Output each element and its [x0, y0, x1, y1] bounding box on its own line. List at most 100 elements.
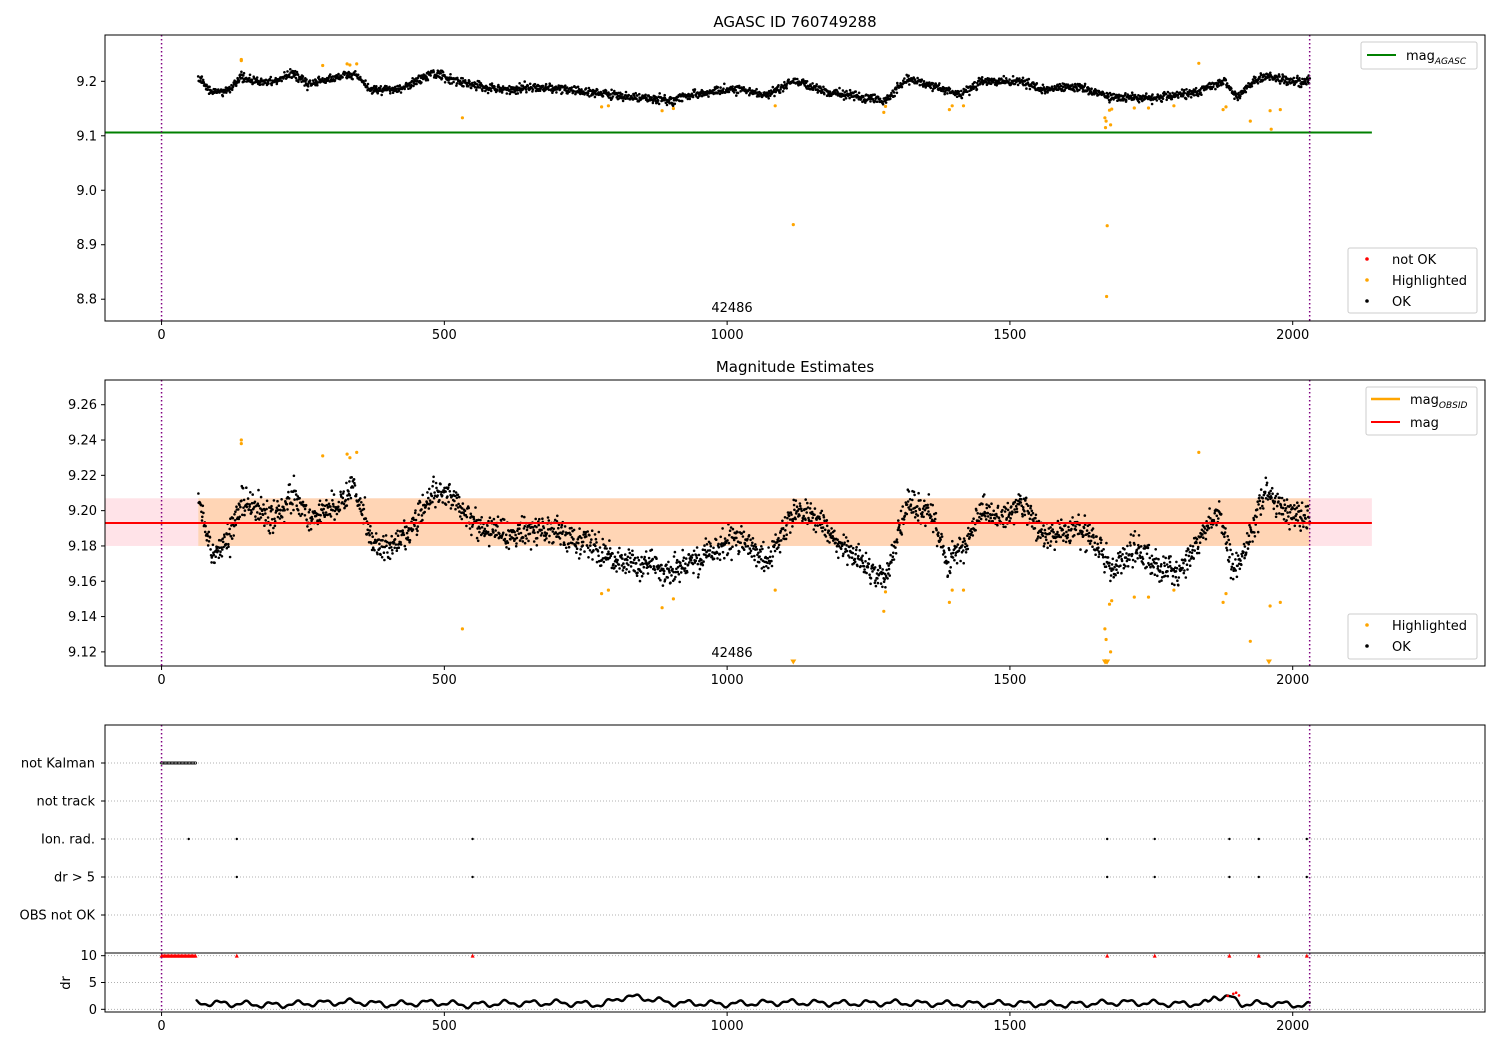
data-point-ok: [744, 545, 748, 548]
data-point-ok: [847, 554, 850, 557]
data-point-ok: [288, 73, 291, 76]
y-tick-label: 8.8: [76, 293, 97, 308]
data-point-ok: [386, 551, 389, 554]
data-point-ok: [492, 517, 496, 521]
data-point-ok: [241, 76, 244, 80]
data-point-ok: [1160, 100, 1164, 103]
data-point-ok: [968, 93, 971, 97]
data-point-ok: [347, 490, 350, 493]
data-point-ok: [389, 92, 392, 95]
data-point-ok: [428, 487, 431, 491]
data-point-ok: [636, 94, 639, 97]
data-point-highlighted: [1104, 119, 1108, 123]
data-point-ok: [424, 504, 428, 507]
data-point-ok: [592, 549, 595, 552]
data-point-ok: [322, 507, 326, 511]
data-point-ok: [1265, 481, 1269, 485]
data-point-ok: [1072, 523, 1075, 527]
data-point-ok: [1281, 73, 1284, 76]
data-point-ok: [1064, 534, 1067, 538]
data-point-ok: [540, 532, 544, 535]
data-point-ok: [376, 552, 379, 556]
data-point-ok: [475, 88, 478, 92]
data-point-ok: [1021, 76, 1025, 80]
data-point-ok: [513, 89, 517, 93]
data-point-ok: [896, 81, 899, 85]
data-point-ok: [696, 576, 700, 579]
data-point-ok: [894, 552, 898, 555]
data-point-ok: [759, 550, 762, 553]
data-point-ok: [1041, 531, 1044, 535]
data-point-ok: [1187, 548, 1190, 551]
data-point-ok: [1134, 560, 1137, 563]
x-tick-label: 500: [432, 328, 457, 343]
data-point-ok: [654, 571, 657, 575]
data-point-ok: [311, 517, 314, 521]
data-point-ok: [1284, 75, 1288, 79]
data-point-ok: [366, 528, 370, 532]
data-point-ok: [1164, 92, 1168, 96]
data-point-ok: [892, 558, 896, 561]
data-point-ok: [928, 84, 932, 88]
data-point-ok: [246, 502, 249, 506]
data-point-ok: [588, 549, 592, 552]
data-point-ok: [874, 579, 877, 582]
data-point-ok: [350, 476, 354, 479]
data-point-ok: [898, 523, 901, 527]
data-point-ok: [991, 81, 995, 84]
data-point-ok: [454, 507, 457, 511]
data-point-ok: [959, 559, 962, 563]
data-point-highlighted: [1103, 126, 1108, 130]
data-point-ok: [228, 90, 232, 94]
data-point-ok: [842, 533, 845, 536]
data-point-ok: [1069, 539, 1072, 542]
data-point-ok: [916, 505, 919, 508]
data-point-ok: [1115, 559, 1118, 562]
data-point-ok: [224, 88, 227, 92]
data-point-ok: [1155, 99, 1159, 102]
data-point-ok: [679, 564, 683, 567]
data-point-ok: [844, 547, 847, 551]
data-point-ok: [673, 550, 677, 554]
data-point-ok: [1146, 546, 1150, 550]
data-point-ok: [457, 495, 461, 499]
data-point-ok: [979, 517, 983, 521]
data-point-ok: [253, 500, 257, 504]
data-point-ok: [671, 104, 675, 107]
data-point-ok: [1292, 76, 1296, 80]
data-point-highlighted: [1172, 104, 1176, 108]
data-point-ok: [644, 93, 647, 97]
data-point-ok: [212, 553, 216, 557]
data-point-ok: [574, 545, 578, 548]
data-point-ok: [913, 493, 916, 497]
data-point-ok: [962, 561, 965, 565]
data-point-ok: [565, 550, 569, 553]
data-point-ok: [776, 540, 779, 544]
data-point-ok: [339, 490, 342, 494]
data-point-ok: [679, 571, 683, 574]
data-point-ok: [254, 515, 257, 518]
data-point-ok: [205, 539, 209, 542]
data-point-ok: [972, 517, 975, 520]
data-point-ok: [468, 80, 471, 83]
data-point-ok: [887, 567, 891, 571]
data-point-ok: [458, 510, 461, 513]
data-point-ok: [568, 90, 571, 93]
data-point-ok: [887, 564, 890, 567]
data-point-ok: [431, 484, 434, 488]
data-point-ok: [1024, 496, 1028, 500]
data-point-ok: [1228, 543, 1232, 546]
data-point-ok: [956, 543, 960, 546]
data-point-ok: [1174, 575, 1178, 579]
data-point-ok: [1249, 526, 1252, 529]
data-point-ok: [1289, 504, 1292, 507]
data-point-ok: [1124, 92, 1127, 95]
data-point-ok: [1071, 516, 1074, 519]
data-point-ok: [288, 483, 292, 486]
data-point-ok: [254, 518, 258, 521]
data-point-ok: [408, 538, 412, 542]
data-point-ok: [474, 506, 477, 509]
data-point-ok: [502, 531, 505, 535]
data-point-ok: [888, 574, 891, 577]
data-point-ok: [237, 508, 240, 511]
